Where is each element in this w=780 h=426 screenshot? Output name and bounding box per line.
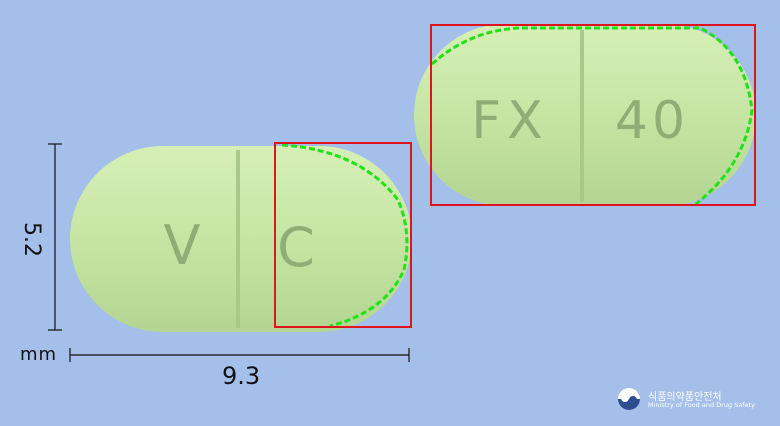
pill-front: V C xyxy=(70,146,412,332)
pill-front-imprint-left: V xyxy=(164,214,201,277)
ministry-english-name: Ministry of Food and Drug Safety xyxy=(648,401,755,409)
width-value-label: 9.3 xyxy=(222,362,261,390)
ministry-logo: 식품의약품안전처 Ministry of Food and Drug Safet… xyxy=(618,388,768,414)
ministry-korean-name: 식품의약품안전처 xyxy=(648,392,722,403)
back-edge-contour xyxy=(431,26,754,206)
pill-back-body xyxy=(414,24,756,206)
front-highlight-box xyxy=(274,142,412,328)
front-edge-contour xyxy=(281,143,409,328)
back-highlight-box xyxy=(430,24,756,206)
pill-front-body xyxy=(70,146,412,332)
pill-back-imprint-left: FX xyxy=(471,91,549,151)
unit-label: mm xyxy=(20,344,58,365)
height-value-label: 5.2 xyxy=(19,222,44,257)
pill-back: FX 40 xyxy=(414,24,756,206)
ministry-emblem-icon xyxy=(618,388,640,410)
width-dimension-line xyxy=(69,348,410,362)
pill-back-imprint-right: 40 xyxy=(615,91,689,151)
pill-front-imprint-right: C xyxy=(277,216,315,279)
height-dimension-line xyxy=(48,143,62,331)
